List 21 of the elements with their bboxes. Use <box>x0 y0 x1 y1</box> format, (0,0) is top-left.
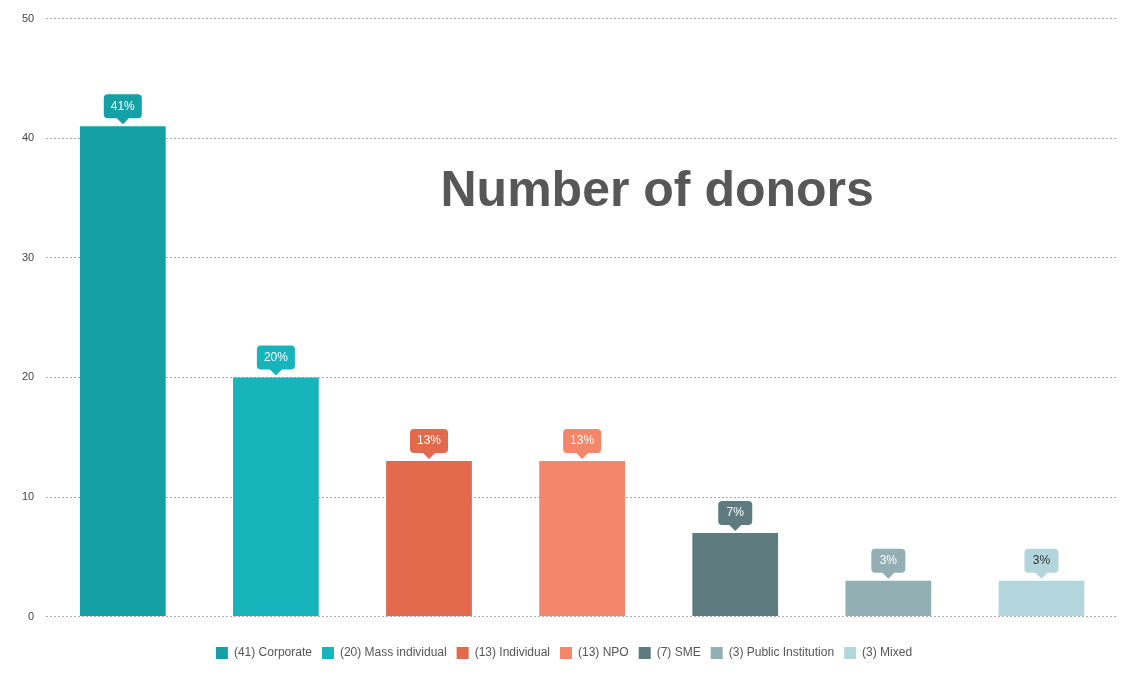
data-label: 7% <box>726 505 745 520</box>
y-tick-label: 30 <box>21 250 35 263</box>
legend-label: (3) Mixed <box>862 645 913 660</box>
legend-label: (3) Public Institution <box>728 645 835 660</box>
data-label: 3% <box>879 553 898 568</box>
text: Number of donors <box>440 160 874 217</box>
y-tick-label: 20 <box>21 370 35 383</box>
y-tick-label: 10 <box>21 490 35 503</box>
legend-label: (20) Mass individual <box>339 645 447 660</box>
y-tick-label: 40 <box>21 131 35 144</box>
data-label: 3% <box>1032 553 1051 568</box>
y-tick-label: 50 <box>21 11 35 24</box>
legend-label: (13) NPO <box>578 645 629 660</box>
legend-label: (7) SME <box>656 645 701 660</box>
legend-label: (41) Corporate <box>233 645 313 660</box>
data-label: 20% <box>263 349 289 364</box>
legend-label: (13) Individual <box>474 645 551 660</box>
y-tick-label: 0 <box>28 609 35 622</box>
data-label: 13% <box>416 433 442 448</box>
data-label: 13% <box>570 433 595 448</box>
data-label: 41% <box>110 98 136 113</box>
